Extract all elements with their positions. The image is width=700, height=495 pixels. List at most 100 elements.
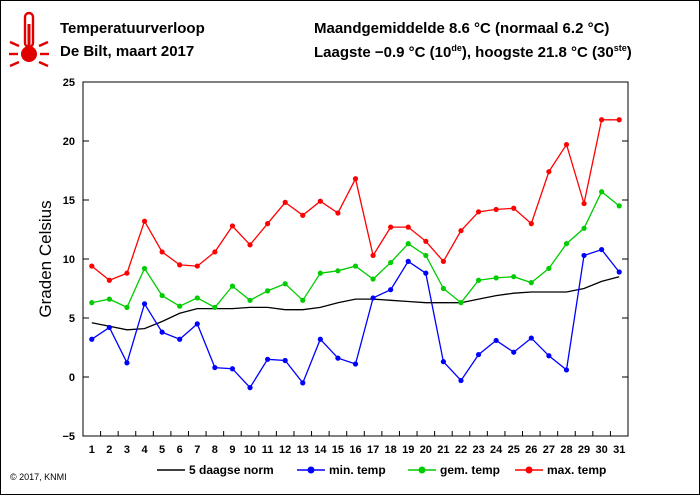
chart-title: Temperatuurverloop [60, 20, 205, 37]
avg-temp-point [317, 270, 323, 276]
max-temp-point [546, 169, 552, 175]
avg-temp-point [388, 259, 394, 266]
min-temp-point [352, 361, 359, 367]
max-temp-point [300, 212, 306, 218]
avg-temp-point [546, 265, 552, 272]
max-temp-point [124, 270, 130, 276]
min-temp-point [388, 287, 394, 293]
avg-temp-point [370, 276, 376, 282]
avg-temp-point [493, 275, 499, 281]
x-tick-label: 1 [89, 444, 95, 456]
avg-temp-line [91, 190, 620, 309]
legend-min-temp-marker [307, 466, 315, 474]
max-temp-point [599, 117, 605, 123]
x-tick-label: 29 [578, 444, 590, 456]
min-temp-point [370, 295, 376, 301]
x-tick-label: 6 [177, 444, 183, 456]
avg-temp-point [335, 268, 341, 274]
legend-max-temp-label: max. temp [547, 463, 606, 477]
x-tick-label: 19 [402, 444, 414, 456]
avg-temp-point [159, 292, 165, 299]
max-temp-point [212, 249, 218, 255]
monthly-average-text: Maandgemiddelde 8.6 °C (normaal 6.2 °C) [314, 20, 610, 37]
legend-max-temp-marker [525, 466, 533, 474]
y-tick-label: 10 [63, 254, 75, 266]
x-tick-label: 21 [437, 444, 449, 456]
min-temp-point [546, 353, 552, 359]
x-tick-label: 10 [244, 444, 256, 456]
y-tick-label: 20 [63, 136, 75, 148]
min-temp-point [300, 380, 306, 386]
x-tick-label: 7 [194, 444, 200, 456]
max-temp-point [247, 242, 253, 248]
norm-line [91, 276, 620, 331]
avg-temp-point [563, 241, 570, 247]
min-temp-point [317, 336, 323, 342]
avg-temp-point [194, 295, 200, 301]
x-tick-label: 16 [349, 444, 361, 456]
x-tick-label: 17 [367, 444, 379, 456]
avg-temp-point [458, 300, 464, 306]
max-temp-point [581, 200, 587, 207]
min-temp-point [616, 269, 622, 275]
x-tick-label: 11 [262, 444, 274, 456]
legend-avg-temp-label: gem. temp [440, 463, 500, 477]
avg-temp-point [229, 283, 236, 289]
avg-temp-point [141, 265, 148, 272]
x-tick-label: 14 [314, 444, 327, 456]
min-temp-point [599, 246, 605, 253]
min-temp-point [247, 385, 253, 391]
legend-avg-temp-marker [418, 466, 426, 474]
min-temp-point [141, 301, 148, 307]
x-tick-label: 20 [420, 444, 432, 456]
min-temp-point [229, 366, 236, 372]
x-tick-label: 23 [472, 444, 484, 456]
avg-temp-point [212, 304, 218, 310]
min-temp-point [282, 357, 288, 364]
max-temp-point [563, 141, 570, 148]
min-temp-point [106, 324, 112, 331]
legend-norm-label: 5 daagse norm [189, 463, 274, 477]
min-temp-point [493, 337, 499, 344]
min-temp-point [405, 258, 411, 264]
max-temp-point [264, 221, 271, 227]
thermometer-icon [9, 11, 49, 68]
x-tick-label: 5 [159, 444, 165, 456]
y-axis-label: Graden Celsius [36, 200, 55, 317]
x-tick-label: 13 [297, 444, 309, 456]
min-temp-point [89, 336, 95, 342]
copyright-text: © 2017, KNMI [10, 472, 67, 482]
legend-min-temp-label: min. temp [329, 463, 386, 477]
max-temp-point [475, 209, 482, 215]
min-temp-point [212, 364, 218, 371]
min-temp-point [124, 360, 130, 366]
y-tick-label: 25 [63, 77, 75, 89]
avg-temp-point [106, 296, 112, 302]
min-temp-point [511, 349, 517, 355]
x-tick-label: 3 [124, 444, 130, 456]
avg-temp-point [247, 297, 253, 303]
min-temp-point [581, 252, 587, 259]
avg-temp-point [405, 241, 411, 247]
x-tick-label: 22 [455, 444, 467, 456]
y-tick-label: 0 [69, 372, 75, 384]
max-temp-point [177, 262, 183, 268]
y-tick-label: 15 [63, 195, 75, 207]
max-temp-point [317, 198, 323, 204]
avg-temp-point [616, 203, 622, 209]
x-tick-label: 2 [106, 444, 112, 456]
avg-temp-point [423, 252, 429, 259]
avg-temp-point [581, 225, 587, 231]
max-temp-point [616, 117, 622, 123]
min-temp-point [335, 355, 341, 361]
min-temp-point [563, 367, 570, 373]
x-tick-label: 9 [229, 444, 235, 456]
avg-temp-point [177, 303, 183, 309]
max-temp-point [229, 223, 236, 229]
min-temp-point [264, 356, 271, 362]
max-temp-point [388, 224, 394, 230]
max-temp-point [458, 228, 464, 234]
